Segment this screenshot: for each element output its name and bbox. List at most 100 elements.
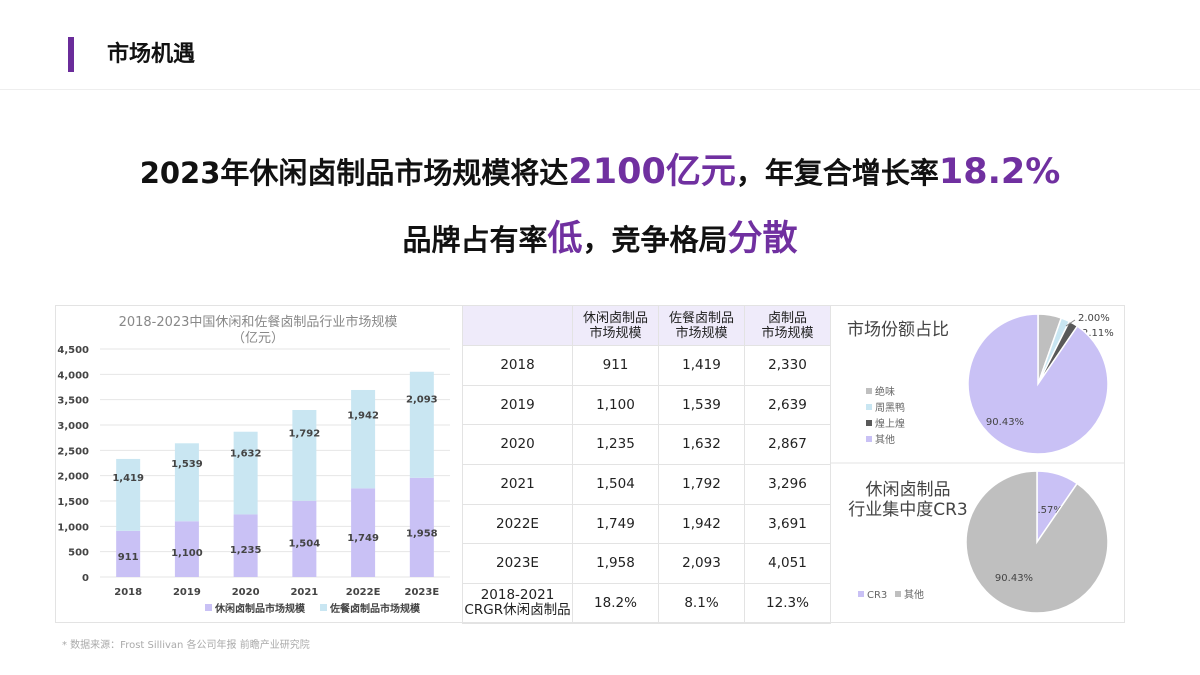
table-cell: 1,100	[572, 384, 659, 426]
y-tick-label: 2,500	[57, 446, 89, 457]
bar-segment	[351, 488, 376, 577]
bar-segment	[174, 521, 199, 577]
legend-label: 休闲卤制品市场规模	[214, 602, 306, 615]
header-text: 市场规模	[675, 325, 728, 341]
table-cell: 1,749	[572, 503, 659, 545]
headline-text: ，竞争格局	[582, 223, 728, 257]
footnote: * 数据来源：Frost Sillivan 各公司年报 前瞻产业研究院	[62, 640, 310, 651]
headline-text: ，年复合增长率	[735, 156, 939, 190]
y-tick-label: 0	[82, 573, 89, 584]
headline-highlight: 分散	[727, 219, 798, 259]
bar-segment	[409, 477, 434, 577]
x-tick-label: 2022E	[346, 587, 381, 598]
table-cell: 1,632	[658, 424, 745, 466]
table-cell: 12.3%	[744, 583, 831, 624]
y-tick-label: 4,000	[57, 370, 89, 381]
y-tick-label: 3,000	[57, 421, 89, 432]
y-tick-label: 4,500	[57, 345, 89, 356]
x-tick-label: 2023E	[404, 587, 439, 598]
headline-highlight: 2100亿元	[568, 152, 736, 192]
y-tick-label: 1,500	[57, 497, 89, 508]
table-cell: 1,539	[658, 384, 745, 426]
legend-label: 周黑鸭	[875, 401, 905, 414]
headline-text: 品牌占有率	[402, 223, 548, 257]
x-tick-label: 2018	[114, 587, 142, 598]
title-accent-bar	[68, 37, 74, 72]
data-label: 1,792	[289, 429, 321, 440]
table-cell: 2018	[462, 345, 573, 386]
bar-segment	[174, 443, 199, 522]
legend-label: 其他	[875, 433, 895, 446]
pie-slice	[965, 470, 1109, 614]
table-cell: 911	[572, 345, 659, 386]
legend-swatch	[866, 404, 872, 410]
market-size-table: 休闲卤制品 市场规模 佐餐卤制品 市场规模 卤制品 市场规模 2018 911 1,419 2,…	[462, 305, 831, 624]
cagr-label-text: CRGR休闲卤制品	[464, 602, 571, 619]
header-text: 市场规模	[761, 325, 814, 341]
table-header-cell: 卤制品 市场规模	[744, 305, 831, 346]
x-tick-label: 2021	[290, 587, 318, 598]
legend-label: CR3	[867, 590, 887, 601]
legend-swatch	[320, 604, 327, 611]
legend-label: 佐餐卤制品市场规模	[329, 602, 421, 615]
table-row: 2021 1,504 1,792 3,296	[462, 464, 831, 505]
header-text: 佐餐卤制品	[668, 310, 734, 326]
pie-title: 行业集中度CR3	[848, 500, 968, 520]
chart-subtitle: （亿元）	[232, 331, 284, 346]
pie-value-label: 2.00%	[1078, 313, 1110, 324]
table-cell: 2,867	[744, 424, 831, 466]
bar-segment	[233, 431, 258, 515]
table-cell: 4,051	[744, 543, 831, 585]
legend-swatch	[866, 388, 872, 394]
data-label: 1,419	[112, 473, 144, 484]
pie-charts: 市场份额占比5.39%2.00%2.11%90.43%绝味周黑鸭煌上煌其他休闲卤…	[830, 313, 1125, 614]
pie-title: 休闲卤制品	[866, 480, 951, 500]
header-text: 休闲卤制品	[582, 310, 648, 326]
data-label: 1,235	[230, 545, 262, 556]
data-label: 1,749	[347, 533, 379, 544]
table-cell: 2,093	[658, 543, 745, 585]
table-cell: 1,419	[658, 345, 745, 386]
pie-value-label: 2.11%	[1082, 328, 1114, 339]
header-text: 卤制品	[767, 310, 807, 326]
table-cell: 3,691	[744, 503, 831, 545]
data-label: 1,100	[171, 548, 203, 559]
stacked-bar-chart: 2018-2023中国休闲和佐餐卤制品行业市场规模（亿元） 0 500 1,000 1,…	[57, 314, 450, 615]
bar-segment	[292, 500, 317, 577]
table-row: 2020 1,235 1,632 2,867	[462, 424, 831, 466]
page-title: 市场机遇	[107, 42, 196, 67]
table-cell: 1,942	[658, 503, 745, 545]
pie-value-label: 90.43%	[995, 573, 1033, 584]
x-tick-label: 2019	[173, 587, 201, 598]
table-row: 2018 911 1,419 2,330	[462, 345, 831, 386]
table-cell: 2019	[462, 384, 573, 426]
headline-line2: 品牌占有率低，竞争格局分散	[0, 210, 1200, 261]
cagr-label: 2018-2021 CRGR休闲卤制品	[462, 583, 573, 624]
cagr-row: 2018-2021 CRGR休闲卤制品 18.2% 8.1% 12.3%	[462, 583, 831, 624]
bar-segment	[351, 389, 376, 489]
bar-segment	[233, 514, 258, 577]
table-cell: 2022E	[462, 503, 573, 545]
data-label: 2,093	[406, 394, 438, 405]
data-label: 911	[118, 552, 139, 563]
table-cell: 2023E	[462, 543, 573, 585]
bar-segment	[409, 371, 434, 478]
table-cell: 2020	[462, 424, 573, 466]
headline-highlight: 低	[547, 219, 583, 259]
table-cell: 1,504	[572, 464, 659, 505]
header-divider	[0, 89, 1200, 90]
legend-label: 其他	[904, 588, 924, 601]
y-tick-label: 3,500	[57, 396, 89, 407]
data-label: 1,942	[347, 411, 379, 422]
legend-swatch	[866, 436, 872, 442]
data-label: 1,632	[230, 448, 262, 459]
table-header-cell: 休闲卤制品 市场规模	[572, 305, 659, 346]
table-header-cell	[462, 305, 573, 346]
bar-segment	[292, 410, 317, 501]
pie-title: 市场份额占比	[847, 320, 949, 340]
pie-value-label: 90.43%	[986, 417, 1024, 428]
table-cell: 2021	[462, 464, 573, 505]
x-tick-label: 2020	[232, 587, 260, 598]
bar-segment	[116, 530, 141, 577]
legend-label: 煌上煌	[875, 417, 905, 430]
